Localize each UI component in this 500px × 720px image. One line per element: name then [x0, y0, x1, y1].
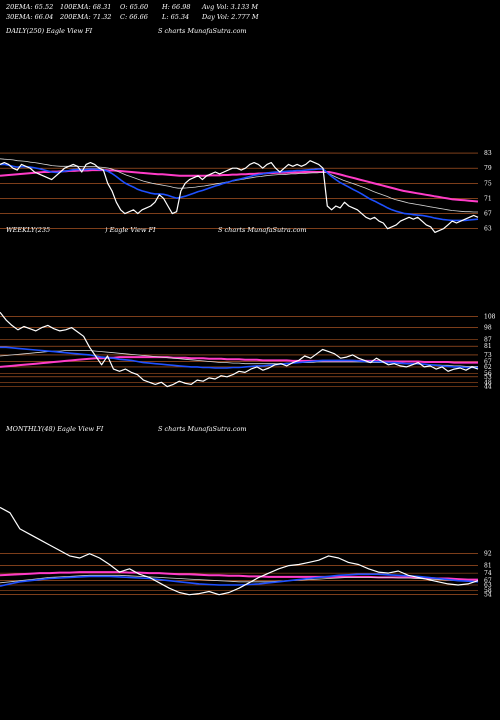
monthly-y-tick-label: 54 — [484, 592, 492, 599]
daily-y-tick-label: 83 — [484, 150, 492, 157]
monthly-label: MONTHLY(48) Eagle View FI — [6, 425, 104, 433]
weekly-y-tick-label: 98 — [484, 325, 492, 332]
monthly-ema-long-line — [0, 571, 478, 581]
weekly-y-tick-label: 81 — [484, 343, 492, 350]
stat-30ema: 30EMA: 66.04 — [6, 13, 54, 21]
daily-price-line — [0, 160, 479, 234]
monthly-ema-short-line — [0, 573, 479, 587]
weekly-label: WEEKLY(235 — [6, 226, 51, 234]
weekly-ema-short-line — [0, 346, 478, 369]
stat-open: O: 65.60 — [120, 3, 149, 11]
stat-low: L: 65.34 — [162, 13, 190, 21]
weekly-y-tick-label: 67 — [484, 358, 492, 365]
stat-close: C: 66.66 — [120, 13, 148, 21]
daily-y-tick-label: 75 — [484, 180, 492, 187]
daily-label: DAILY(250) Eagle View FI — [6, 27, 93, 35]
daily-chart: 83 79 75 71 67 63 — [0, 150, 492, 234]
daily-y-tick-label: 79 — [484, 165, 492, 172]
weekly-label-mid: ) Eagle View FI — [105, 226, 156, 234]
monthly-y-tick-label: 67 — [484, 578, 492, 585]
monthly-price-line — [0, 506, 479, 596]
monthly-y-tick-label: 81 — [484, 563, 492, 570]
weekly-y-tick-label: 62 — [484, 364, 492, 371]
weekly-y-tick-label: 87 — [484, 337, 492, 344]
daily-y-tick-label: 63 — [484, 226, 492, 233]
monthly-ema-mid-line — [0, 574, 479, 584]
weekly-y-tick-label: 48 — [484, 379, 492, 386]
monthly-y-tick-label: 92 — [484, 551, 492, 558]
daily-y-tick-label: 71 — [484, 195, 492, 202]
daily-ema-mid-line — [0, 158, 478, 213]
weekly-y-tick-label: 53 — [484, 374, 492, 381]
monthly-y-tick-label: 63 — [484, 582, 492, 589]
stat-200ema: 200EMA: 71.32 — [60, 13, 112, 21]
stat-avg-vol: Avg Vol: 3.133 M — [202, 3, 259, 11]
stat-day-vol: Day Vol: 2.777 M — [202, 13, 259, 21]
daily-ema-long-line — [0, 169, 479, 203]
stat-20ema: 20EMA: 65.52 — [6, 3, 54, 11]
weekly-y-tick-label: 44 — [484, 384, 492, 391]
weekly-ema-long-line — [0, 356, 478, 368]
daily-ema-short-line — [0, 163, 479, 222]
weekly-y-tick-label: 73 — [484, 352, 492, 359]
weekly-watermark: S charts MunafaSutra.com — [218, 226, 307, 234]
weekly-y-tick-label: 108 — [484, 314, 496, 321]
weekly-price-line — [0, 311, 479, 388]
daily-watermark: S charts MunafaSutra.com — [158, 27, 247, 35]
monthly-watermark: S charts MunafaSutra.com — [158, 425, 247, 433]
monthly-y-tick-label: 74 — [484, 570, 492, 577]
stat-100ema: 100EMA: 68.31 — [60, 3, 112, 11]
weekly-y-tick-label: 56 — [484, 371, 492, 378]
stat-high: H: 66.98 — [162, 3, 191, 11]
monthly-y-tick-label: 58 — [484, 587, 492, 594]
daily-y-tick-label: 67 — [484, 211, 492, 218]
